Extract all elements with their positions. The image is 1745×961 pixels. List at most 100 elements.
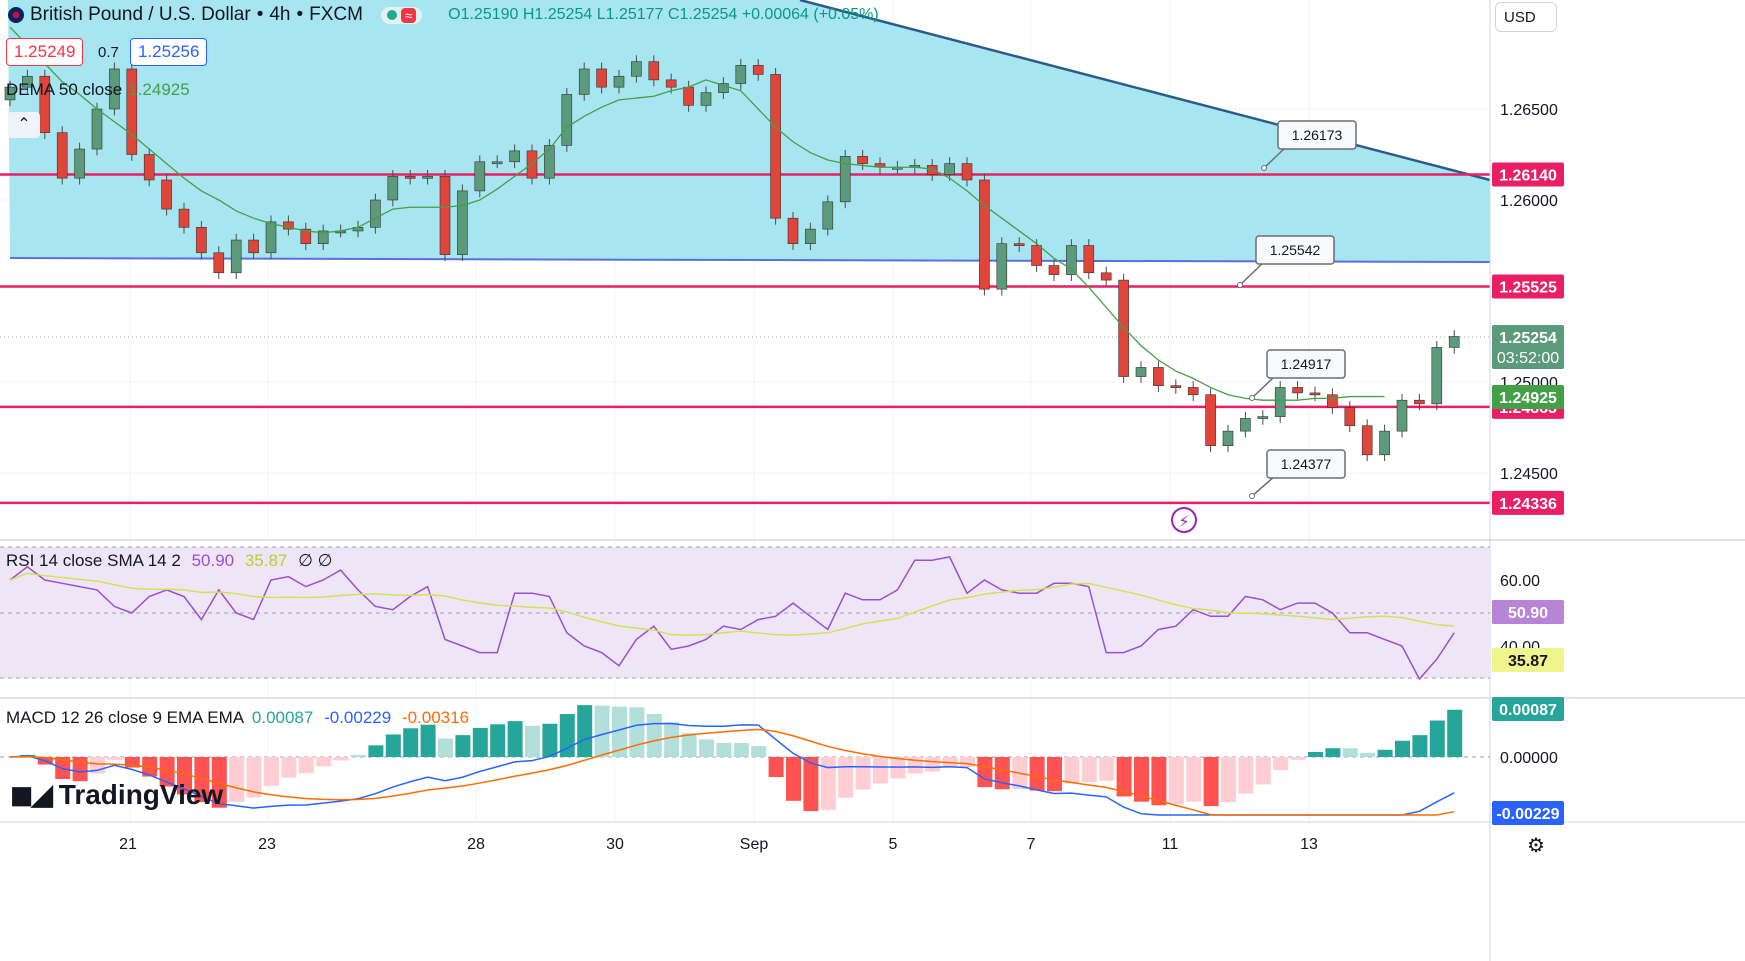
collapse-legend-button[interactable]: ⌃	[8, 112, 40, 138]
candle-body[interactable]	[91, 108, 103, 150]
candle-body[interactable]	[631, 61, 642, 77]
candle-body[interactable]	[370, 199, 381, 228]
candle-body[interactable]	[979, 179, 990, 290]
candle-body[interactable]	[805, 228, 816, 244]
candle-body[interactable]	[718, 83, 729, 93]
candle-body[interactable]	[839, 156, 851, 203]
candle-body[interactable]	[857, 156, 868, 164]
price-axis[interactable]: 1.265001.260001.250001.2450060.0040.000.…	[1492, 102, 1564, 825]
candle-body[interactable]	[126, 68, 138, 155]
candle-body[interactable]	[822, 201, 834, 230]
candle-body[interactable]	[1066, 245, 1077, 275]
candle-body[interactable]	[422, 176, 433, 179]
candle-body[interactable]	[1240, 418, 1251, 432]
candle-body[interactable]	[1431, 347, 1443, 405]
candle-body[interactable]	[1031, 245, 1042, 266]
candle-body[interactable]	[1274, 387, 1286, 417]
candle-body[interactable]	[1396, 399, 1408, 432]
candle-body[interactable]	[596, 68, 607, 88]
candle-body[interactable]	[1361, 425, 1373, 456]
candle-body[interactable]	[474, 161, 486, 192]
candle-body[interactable]	[752, 65, 764, 75]
candle-body[interactable]	[56, 132, 68, 179]
candle-body[interactable]	[265, 221, 277, 254]
candle-body[interactable]	[196, 227, 207, 254]
candle-body[interactable]	[1379, 430, 1390, 456]
callout-box[interactable]	[1266, 349, 1346, 379]
candle-body[interactable]	[404, 176, 416, 179]
candle-body[interactable]	[1448, 336, 1460, 348]
candle-body[interactable]	[1292, 387, 1303, 394]
candle-body[interactable]	[457, 190, 468, 255]
candle-body[interactable]	[439, 176, 451, 255]
candle-body[interactable]	[491, 161, 503, 165]
candle-body[interactable]	[109, 68, 120, 110]
candle-body[interactable]	[143, 154, 155, 181]
candle-body[interactable]	[700, 92, 712, 106]
candle-body[interactable]	[74, 148, 85, 179]
candle-body[interactable]	[1205, 394, 1216, 446]
candle-body[interactable]	[683, 86, 694, 106]
candles[interactable]	[4, 55, 1460, 462]
callout-box[interactable]	[1277, 120, 1357, 150]
candle-body[interactable]	[1170, 385, 1182, 388]
candle-body[interactable]	[509, 150, 520, 163]
candle-body[interactable]	[648, 61, 660, 81]
candle-body[interactable]	[22, 75, 33, 88]
tradingview-logo[interactable]: ◼◢ TradingView	[10, 778, 223, 811]
candle-body[interactable]	[544, 145, 555, 179]
rsi-legend[interactable]: RSI 14 close SMA 14 2 50.90 35.87 ∅ ∅	[6, 551, 332, 571]
candle-body[interactable]	[300, 228, 312, 244]
callout-box[interactable]	[1266, 449, 1346, 479]
candle-body[interactable]	[770, 74, 781, 219]
candle-body[interactable]	[1100, 272, 1112, 281]
candle-body[interactable]	[1048, 265, 1060, 275]
candle-body[interactable]	[1222, 430, 1234, 447]
candle-body[interactable]	[283, 221, 294, 230]
interval[interactable]: 4h	[269, 4, 291, 25]
candle-body[interactable]	[1309, 392, 1321, 396]
candle-body[interactable]	[1344, 407, 1356, 426]
callout-box[interactable]	[1255, 235, 1335, 265]
sell-button[interactable]: 1.25249	[6, 38, 84, 66]
candle-body[interactable]	[1083, 245, 1095, 274]
currency-selector[interactable]: USD	[1495, 2, 1557, 32]
candle-body[interactable]	[1153, 367, 1164, 386]
macd-legend[interactable]: MACD 12 26 close 9 EMA EMA 0.00087 -0.00…	[6, 708, 469, 728]
channel-zone[interactable]	[8, 0, 1490, 262]
candle-body[interactable]	[526, 150, 538, 179]
flash-icon[interactable]	[1171, 507, 1197, 533]
candle-body[interactable]	[161, 179, 172, 210]
candle-body[interactable]	[926, 165, 938, 175]
dema-legend[interactable]: DEMA 50 close 1.24925	[6, 80, 190, 100]
candle-body[interactable]	[961, 163, 973, 181]
candle-body[interactable]	[248, 239, 259, 254]
buy-button[interactable]: 1.25256	[130, 38, 208, 66]
trendline-lower[interactable]	[9, 257, 1491, 263]
time-axis[interactable]: 21 23 28 30 Sep 5 7 11 13	[119, 836, 1318, 853]
candle-body[interactable]	[39, 75, 51, 133]
candle-body[interactable]	[735, 65, 747, 84]
candle-body[interactable]	[613, 75, 625, 88]
candle-body[interactable]	[1013, 243, 1025, 246]
candle-body[interactable]	[561, 94, 573, 146]
candle-body[interactable]	[578, 68, 590, 95]
candle-body[interactable]	[1187, 387, 1199, 396]
candle-body[interactable]	[1327, 394, 1338, 408]
candle-body[interactable]	[317, 230, 329, 244]
candle-body[interactable]	[787, 217, 799, 244]
candle-body[interactable]	[1414, 399, 1425, 405]
candle-body[interactable]	[230, 239, 242, 274]
candle-body[interactable]	[4, 86, 16, 101]
candle-body[interactable]	[1135, 367, 1147, 377]
candle-body[interactable]	[996, 243, 1008, 290]
candle-body[interactable]	[213, 252, 225, 274]
price-callouts[interactable]: 1.26173 1.25542 1.24917 1.24377	[1237, 120, 1357, 499]
market-status[interactable]: ≈	[380, 6, 423, 24]
symbol-name[interactable]: British Pound / U.S. Dollar	[30, 4, 251, 25]
settings-gear-icon[interactable]: ⚙	[1527, 835, 1545, 857]
symbol-legend[interactable]: British Pound / U.S. Dollar • 4h • FXCM …	[8, 4, 879, 26]
candle-body[interactable]	[1257, 416, 1269, 419]
candle-body[interactable]	[944, 163, 955, 175]
